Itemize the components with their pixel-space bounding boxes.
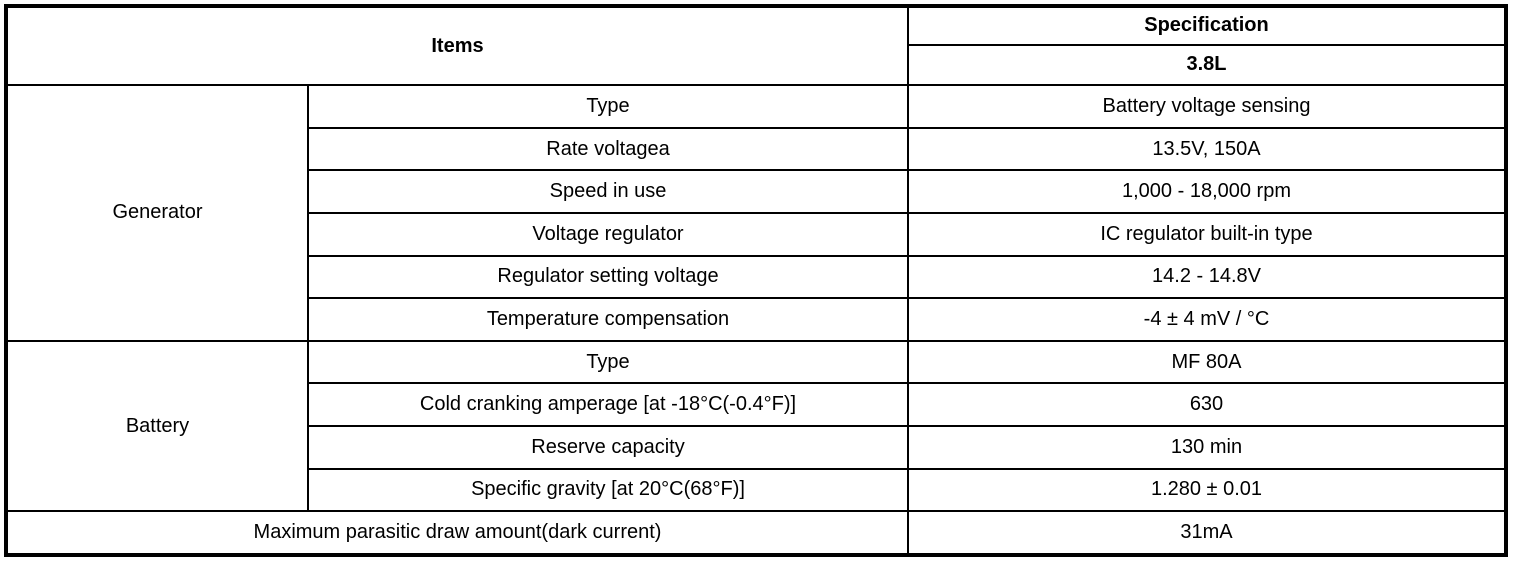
item-cell: Temperature compensation (307, 297, 909, 342)
group-battery: Battery (5, 339, 309, 513)
parasitic-draw-item: Maximum parasitic draw amount(dark curre… (5, 510, 909, 556)
spec-cell: 1.280 ± 0.01 (907, 467, 1507, 513)
item-cell: Speed in use (307, 169, 909, 214)
spec-cell: -4 ± 4 mV / °C (907, 297, 1507, 342)
specification-table: Items Specification 3.8L Generator Type … (4, 4, 1508, 557)
item-cell: Regulator setting voltage (307, 254, 909, 300)
item-cell: Type (307, 84, 909, 129)
group-generator: Generator (5, 84, 309, 342)
spec-cell: 630 (907, 382, 1507, 427)
spec-cell: 14.2 - 14.8V (907, 254, 1507, 300)
spec-cell: 1,000 - 18,000 rpm (907, 169, 1507, 214)
spec-cell: 130 min (907, 425, 1507, 470)
spec-cell: MF 80A (907, 339, 1507, 385)
item-cell: Specific gravity [at 20°C(68°F)] (307, 467, 909, 513)
spec-cell: Battery voltage sensing (907, 84, 1507, 129)
parasitic-draw-spec: 31mA (907, 510, 1507, 556)
item-cell: Cold cranking amperage [at -18°C(-0.4°F)… (307, 382, 909, 427)
header-engine: 3.8L (907, 43, 1507, 87)
item-cell: Reserve capacity (307, 425, 909, 470)
item-cell: Rate voltagea (307, 126, 909, 172)
spec-cell: 13.5V, 150A (907, 126, 1507, 172)
item-cell: Voltage regulator (307, 211, 909, 257)
header-specification: Specification (907, 5, 1507, 46)
item-cell: Type (307, 339, 909, 385)
spec-cell: IC regulator built-in type (907, 211, 1507, 257)
header-items: Items (5, 4, 909, 87)
